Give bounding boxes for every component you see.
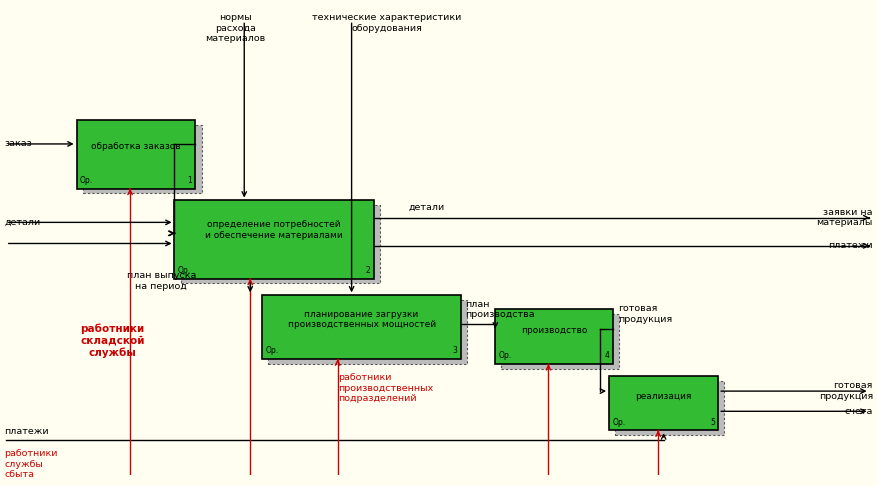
Bar <box>615 381 724 435</box>
Text: готовая
продукция: готовая продукция <box>617 304 672 324</box>
Text: 3: 3 <box>453 347 458 355</box>
Text: работники
складской
службы: работники складской службы <box>81 324 145 358</box>
Text: работники
производственных
подразделений: работники производственных подразделений <box>338 373 433 403</box>
Bar <box>82 124 202 193</box>
Text: технические характеристики
оборудования: технические характеристики оборудования <box>312 13 461 33</box>
Text: планирование загрузки
производственных мощностей: планирование загрузки производственных м… <box>288 310 436 330</box>
Text: Ор.: Ор. <box>178 266 191 275</box>
Text: детали: детали <box>4 218 40 227</box>
Text: обработка заказов: обработка заказов <box>91 141 181 151</box>
Text: нормы
расхода
материалов: нормы расхода материалов <box>205 13 266 43</box>
Bar <box>268 300 467 364</box>
Text: Ор.: Ор. <box>266 347 279 355</box>
Text: Ор.: Ор. <box>499 351 512 360</box>
Text: работники
службы
сбыта: работники службы сбыта <box>4 450 58 479</box>
Text: счета: счета <box>845 407 873 416</box>
Text: детали: детали <box>409 203 445 212</box>
Bar <box>76 120 196 189</box>
Text: определение потребностей
и обеспечение материалами: определение потребностей и обеспечение м… <box>205 221 343 240</box>
Text: заказ: заказ <box>4 139 32 148</box>
Text: план
производства: план производства <box>466 300 535 319</box>
Bar <box>262 295 461 359</box>
Text: реализация: реализация <box>636 392 692 401</box>
Text: 5: 5 <box>709 417 715 427</box>
Bar <box>175 200 374 278</box>
Bar <box>496 310 613 364</box>
Bar <box>181 205 380 283</box>
Bar <box>502 314 619 369</box>
Text: производство: производство <box>521 326 588 335</box>
Text: 1: 1 <box>187 176 192 185</box>
Text: платежи: платежи <box>4 427 48 436</box>
Text: готовая
продукция: готовая продукция <box>819 382 873 401</box>
Text: 2: 2 <box>366 266 370 275</box>
Bar <box>609 376 718 431</box>
Text: платежи: платежи <box>829 242 873 250</box>
Text: Ор.: Ор. <box>612 417 625 427</box>
Text: план выпуска
на период: план выпуска на период <box>126 271 196 291</box>
Text: заявки на
материалы: заявки на материалы <box>816 208 873 227</box>
Text: Ор.: Ор. <box>80 176 93 185</box>
Text: 4: 4 <box>605 351 610 360</box>
